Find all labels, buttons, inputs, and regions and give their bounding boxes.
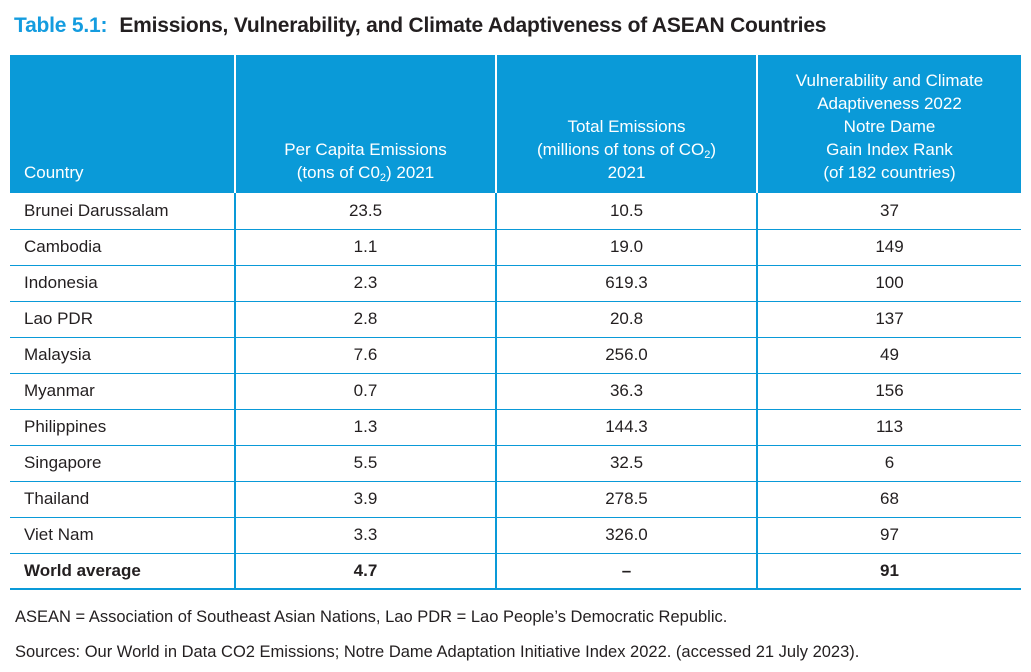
per-capita-emissions-cell: 5.5 xyxy=(234,445,496,482)
country-cell: Viet Nam xyxy=(10,517,235,554)
per-capita-emissions-cell: 3.9 xyxy=(234,481,496,518)
total-emissions-cell: 326.0 xyxy=(495,517,757,554)
per-capita-emissions-cell: 1.1 xyxy=(234,229,496,266)
header-nd-gain-rank: Vulnerability and Climate Adaptiveness 2… xyxy=(756,55,1021,193)
total-emissions-cell: – xyxy=(495,553,757,590)
table-row: Indonesia 2.3 619.3 100 xyxy=(10,265,1021,302)
country-cell: Malaysia xyxy=(10,337,235,374)
total-emissions-cell: 256.0 xyxy=(495,337,757,374)
total-emissions-cell: 619.3 xyxy=(495,265,757,302)
table-row: Cambodia 1.1 19.0 149 xyxy=(10,229,1021,266)
nd-gain-rank-cell: 100 xyxy=(756,265,1021,302)
abbreviations-note: ASEAN = Association of Southeast Asian N… xyxy=(15,608,728,626)
co2-subscript: 2 xyxy=(704,149,711,161)
table-row: Thailand 3.9 278.5 68 xyxy=(10,481,1021,518)
total-emissions-cell: 144.3 xyxy=(495,409,757,446)
total-emissions-cell: 36.3 xyxy=(495,373,757,410)
country-cell: Lao PDR xyxy=(10,301,235,338)
table-row: Malaysia 7.6 256.0 49 xyxy=(10,337,1021,374)
header-country: Country xyxy=(10,55,235,193)
header-country-label: Country xyxy=(24,163,84,182)
table-row: Singapore 5.5 32.5 6 xyxy=(10,445,1021,482)
nd-gain-rank-cell: 49 xyxy=(756,337,1021,374)
sources-note: Sources: Our World in Data CO2 Emissions… xyxy=(15,643,860,661)
country-cell: Indonesia xyxy=(10,265,235,302)
table-body: Brunei Darussalam 23.5 10.5 37 Cambodia 1.1 19… xyxy=(10,193,1021,590)
nd-gain-rank-cell: 68 xyxy=(756,481,1021,518)
total-emissions-cell: 10.5 xyxy=(495,193,757,230)
total-emissions-cell: 19.0 xyxy=(495,229,757,266)
table-title: Table 5.1: Emissions, Vulnerability, and … xyxy=(0,0,1031,39)
co2-subscript: 2 xyxy=(379,172,387,184)
table-row: Viet Nam 3.3 326.0 97 xyxy=(10,517,1021,554)
table-row: Myanmar 0.7 36.3 156 xyxy=(10,373,1021,410)
per-capita-emissions-cell: 4.7 xyxy=(234,553,496,590)
country-cell: Brunei Darussalam xyxy=(10,193,235,230)
per-capita-emissions-cell: 2.8 xyxy=(234,301,496,338)
nd-gain-rank-cell: 97 xyxy=(756,517,1021,554)
total-emissions-cell: 278.5 xyxy=(495,481,757,518)
table-row: Philippines 1.3 144.3 113 xyxy=(10,409,1021,446)
nd-gain-rank-cell: 149 xyxy=(756,229,1021,266)
country-cell: Myanmar xyxy=(10,373,235,410)
summary-row: World average 4.7–91 xyxy=(10,553,1021,590)
country-cell: Singapore xyxy=(10,445,235,482)
per-capita-emissions-cell: 23.5 xyxy=(234,193,496,230)
country-cell: Philippines xyxy=(10,409,235,446)
header-per-capita-emissions: Per Capita Emissions (tons of C02) 2021 xyxy=(234,55,496,193)
country-cell: World average xyxy=(10,553,235,590)
per-capita-emissions-cell: 2.3 xyxy=(234,265,496,302)
country-cell: Cambodia xyxy=(10,229,235,266)
table-row: Brunei Darussalam 23.5 10.5 37 xyxy=(10,193,1021,230)
nd-gain-rank-cell: 37 xyxy=(756,193,1021,230)
per-capita-emissions-cell: 7.6 xyxy=(234,337,496,374)
header-total-emissions: Total Emissions (millions of tons of CO2… xyxy=(495,55,757,193)
total-emissions-cell: 20.8 xyxy=(495,301,757,338)
per-capita-emissions-cell: 3.3 xyxy=(234,517,496,554)
table-caption: Emissions, Vulnerability, and Climate Ad… xyxy=(119,14,827,37)
per-capita-emissions-cell: 0.7 xyxy=(234,373,496,410)
table-row: Lao PDR 2.8 20.8 137 xyxy=(10,301,1021,338)
country-cell: Thailand xyxy=(10,481,235,518)
nd-gain-rank-cell: 113 xyxy=(756,409,1021,446)
header-row: Country Per Capita Emissions (tons of C0… xyxy=(10,55,1021,193)
table-number: Table 5.1: xyxy=(14,14,108,37)
total-emissions-cell: 32.5 xyxy=(495,445,757,482)
nd-gain-rank-cell: 156 xyxy=(756,373,1021,410)
nd-gain-rank-cell: 137 xyxy=(756,301,1021,338)
nd-gain-rank-cell: 6 xyxy=(756,445,1021,482)
asean-emissions-table: Country Per Capita Emissions (tons of C0… xyxy=(10,55,1021,590)
per-capita-emissions-cell: 1.3 xyxy=(234,409,496,446)
nd-gain-rank-cell: 91 xyxy=(756,553,1021,590)
